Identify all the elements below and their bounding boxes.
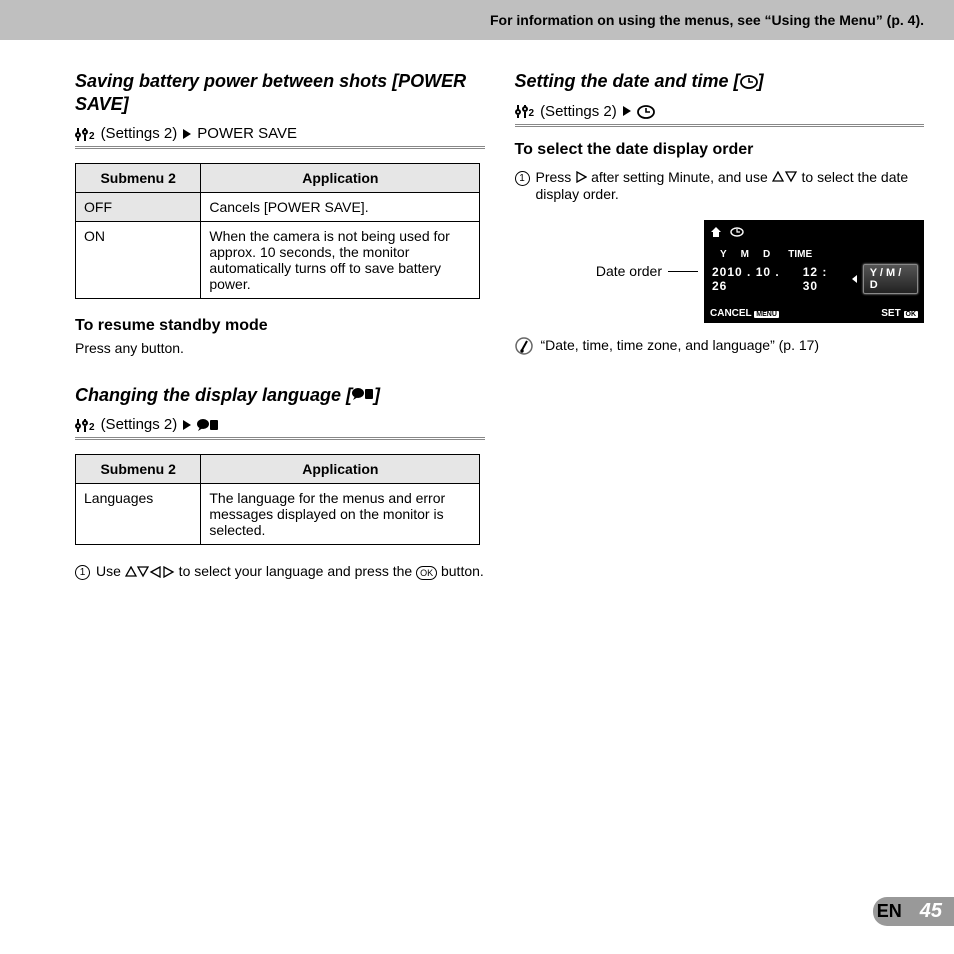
lcd-clock: 12 : 30 xyxy=(803,265,846,293)
header-text: For information on using the menus, see … xyxy=(490,12,924,28)
th-application: Application xyxy=(201,455,480,484)
ok-button-icon: OK xyxy=(416,566,437,580)
resume-standby-heading: To resume standby mode xyxy=(75,317,485,335)
date-order-label: Date order xyxy=(596,263,662,279)
lcd-set: SET OK xyxy=(881,308,918,319)
chevron-right-icon xyxy=(623,106,631,116)
step-text: Press after setting Minute, and use to s… xyxy=(536,169,925,202)
step-number-1: 1 xyxy=(515,171,530,186)
lcd-y: Y xyxy=(720,249,727,260)
power-save-table: Submenu 2 Application OFF Cancels [POWER… xyxy=(75,163,480,299)
dpad-icon xyxy=(125,565,175,581)
lcd-m: M xyxy=(741,249,749,260)
lcd-screen: Y M D TIME 2010 . 10 . 26 12 : 30 Y / M … xyxy=(704,220,924,323)
left-arrow-icon xyxy=(852,275,857,283)
home-icon xyxy=(710,226,722,241)
speech-icon xyxy=(352,387,374,401)
t: after setting Minute, and use xyxy=(587,169,771,185)
lcd-top xyxy=(710,226,918,241)
language-step-1: 1 Use to select your language and press … xyxy=(75,563,485,580)
clock-icon xyxy=(637,103,655,120)
chevron-right-icon xyxy=(183,129,191,139)
ymd-text: Y / M / D xyxy=(870,267,911,291)
page-number: 45 xyxy=(920,900,942,923)
ok-badge: OK xyxy=(904,311,919,318)
info-icon xyxy=(515,337,533,355)
t: Press xyxy=(536,169,576,185)
right-arrow-icon xyxy=(575,170,587,186)
bc-settings: (Settings 2) xyxy=(101,125,178,142)
lcd-d: D xyxy=(763,249,770,260)
t: to select your language and press the xyxy=(175,563,416,579)
t: SET xyxy=(881,308,900,319)
step-number-1: 1 xyxy=(75,565,90,580)
cell-languages-desc: The language for the menus and error mes… xyxy=(201,484,480,545)
bc-target: POWER SAVE xyxy=(197,125,297,142)
ymd-selector: Y / M / D xyxy=(863,264,918,294)
bc-settings: (Settings 2) xyxy=(101,416,178,433)
page-tab: EN 45 xyxy=(873,897,954,926)
t: button. xyxy=(437,563,484,579)
chevron-right-icon xyxy=(183,420,191,430)
date-order-step-1: 1 Press after setting Minute, and use to… xyxy=(515,169,925,202)
power-save-title: Saving battery power between shots [POWE… xyxy=(75,70,485,115)
pointer-line xyxy=(668,271,698,272)
power-save-breadcrumb: 2 (Settings 2) POWER SAVE xyxy=(75,125,485,149)
speech-icon xyxy=(197,418,219,432)
t: CANCEL xyxy=(710,308,751,319)
t: Use xyxy=(96,563,125,579)
cell-languages: Languages xyxy=(76,484,201,545)
page-lang: EN xyxy=(877,901,902,922)
language-breadcrumb: 2 (Settings 2) xyxy=(75,416,485,440)
lcd-value-row: 2010 . 10 . 26 12 : 30 Y / M / D xyxy=(710,264,918,294)
datetime-breadcrumb: 2 (Settings 2) xyxy=(515,103,925,127)
clock-icon xyxy=(740,71,758,91)
language-table: Submenu 2 Application Languages The lang… xyxy=(75,454,480,545)
bc-settings: (Settings 2) xyxy=(540,103,617,120)
cell-on-desc: When the camera is not being used for ap… xyxy=(201,222,480,299)
lcd-bottom: CANCEL MENU SET OK xyxy=(710,308,918,319)
lcd-time: TIME xyxy=(788,249,812,260)
th-submenu: Submenu 2 xyxy=(76,455,201,484)
lcd-cancel: CANCEL MENU xyxy=(710,308,779,319)
lcd-date: 2010 . 10 . 26 xyxy=(712,265,797,293)
settings2-icon: 2 xyxy=(75,126,95,142)
th-submenu: Submenu 2 xyxy=(76,164,201,193)
th-application: Application xyxy=(201,164,480,193)
t: ] xyxy=(758,71,764,91)
updown-arrow-icon xyxy=(772,170,798,186)
menu-badge: MENU xyxy=(754,311,779,318)
datetime-title: Setting the date and time [] xyxy=(515,70,925,93)
header-bar: For information on using the menus, see … xyxy=(0,0,954,40)
language-title-a: Changing the display language [ xyxy=(75,385,352,405)
settings2-icon: 2 xyxy=(75,417,95,433)
step-text: Use to select your language and press th… xyxy=(96,563,484,580)
language-title: Changing the display language [] xyxy=(75,384,485,407)
settings2-icon: 2 xyxy=(515,103,535,119)
date-order-heading: To select the date display order xyxy=(515,141,925,159)
note-row: “Date, time, time zone, and language” (p… xyxy=(515,337,925,355)
language-title-b: ] xyxy=(374,385,380,405)
right-column: Setting the date and time [] 2 (Settings… xyxy=(515,70,925,581)
cell-on: ON xyxy=(76,222,201,299)
cell-off-desc: Cancels [POWER SAVE]. xyxy=(201,193,480,222)
cell-off: OFF xyxy=(76,193,201,222)
content: Saving battery power between shots [POWE… xyxy=(0,40,954,581)
left-column: Saving battery power between shots [POWE… xyxy=(75,70,485,581)
clock-icon-small xyxy=(730,227,744,240)
t: Setting the date and time [ xyxy=(515,71,740,91)
date-screen-wrap: Date order Y M D TIME 2010 . 10 . 26 12 … xyxy=(515,220,925,323)
note-text: “Date, time, time zone, and language” (p… xyxy=(541,337,820,353)
resume-standby-body: Press any button. xyxy=(75,339,485,358)
lcd-header-row: Y M D TIME xyxy=(710,249,918,260)
